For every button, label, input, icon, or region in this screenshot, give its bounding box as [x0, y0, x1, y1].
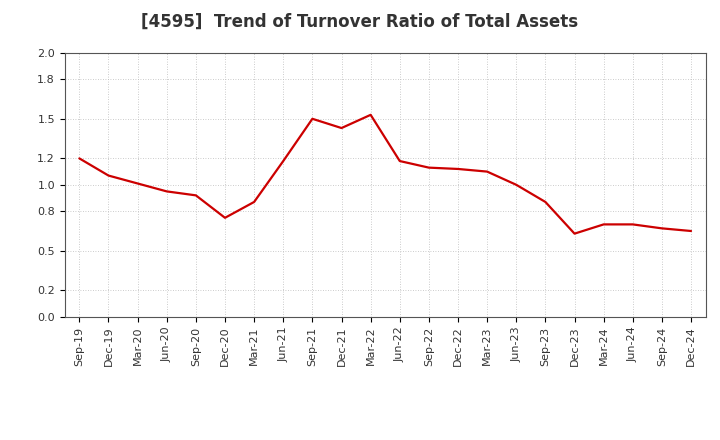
Text: [4595]  Trend of Turnover Ratio of Total Assets: [4595] Trend of Turnover Ratio of Total … [141, 13, 579, 31]
